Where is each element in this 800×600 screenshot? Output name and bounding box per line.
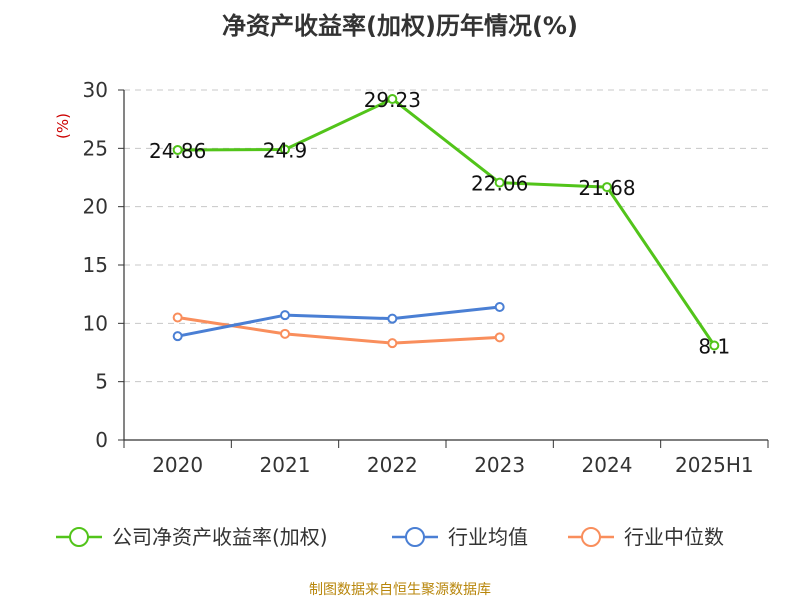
point-2-2020 [172,312,183,323]
x-tick-label-2023: 2023 [474,453,525,477]
point-1-2023 [494,302,505,312]
series-line-2 [177,316,500,345]
legend-label-2: 行业中位数 [624,525,724,549]
y-tick-label-10: 10 [83,311,108,335]
chart-title: 净资产收益率(加权)历年情况(%) [222,12,578,40]
data-labels: 24.86 24.9 29.23 22.06 21.68 8.1 [149,88,730,359]
legend-marker-0 [69,527,89,547]
x-tick-label-2020: 2020 [152,453,203,477]
y-tick-label-15: 15 [83,253,108,277]
point-1-2020 [172,331,183,342]
legend-marker-1 [405,527,425,547]
point-2-2021 [280,328,290,339]
y-axis-unit-label: (%) [54,113,72,139]
legend-marker-2 [581,527,601,547]
y-tick-label-5: 5 [95,370,108,394]
x-tick-label-2021: 2021 [260,453,311,477]
x-tick-label-2022: 2022 [367,453,418,477]
series-line-1 [177,305,500,338]
data-label-2023: 22.06 [471,172,528,196]
series-line-0 [177,97,716,347]
x-tick-label-2025H1: 2025H1 [675,453,754,477]
point-0-2024 [602,182,612,193]
point-1-2021 [280,310,290,321]
y-tick-label-30: 30 [83,78,108,102]
point-2-2022 [387,338,398,349]
point-0-2021 [280,144,290,155]
data-label-2020: 24.86 [149,139,206,163]
source-note: 制图数据来自恒生聚源数据库 [309,582,491,598]
legend-label-1: 行业均值 [448,525,528,549]
axes: 0 5 10 15 20 25 30 2020 2021 2022 2023 2024 2025H1 [83,78,769,477]
data-label-2021: 24.9 [263,139,308,163]
series-layer [172,93,720,351]
grid-lines [124,89,768,383]
legend-label-0: 公司净资产收益率(加权) [112,525,328,549]
point-0-2025H1 [709,340,720,351]
point-0-2022 [387,93,398,104]
data-label-2024: 21.68 [578,176,635,200]
point-0-2020 [172,144,183,155]
x-tick-label-2024: 2024 [582,453,633,477]
y-tick-label-20: 20 [83,195,108,219]
y-tick-label-25: 25 [83,136,108,160]
point-0-2023 [494,177,505,188]
legend: 公司净资产收益率(加权) 行业均值 行业中位数 [56,525,724,549]
data-label-2022: 29.23 [364,88,421,112]
point-1-2022 [387,313,398,324]
data-label-2025H1: 8.1 [698,335,730,359]
y-tick-label-0: 0 [95,428,108,452]
point-2-2023 [494,332,505,343]
